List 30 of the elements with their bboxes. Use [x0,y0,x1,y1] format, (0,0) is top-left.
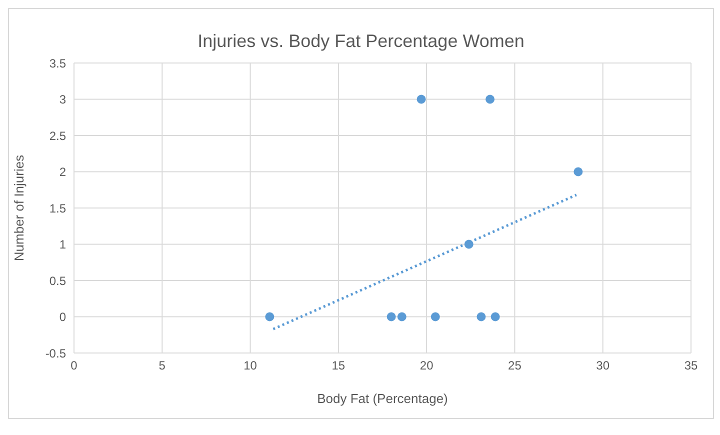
point [574,167,583,176]
x-tick-label: 15 [332,358,346,373]
x-tick-label: 25 [508,358,522,373]
y-tick-label: 2.5 [49,128,66,143]
y-tick-label: 1.5 [49,201,66,216]
x-tick-label: 35 [684,358,698,373]
point [464,240,474,249]
chart-title: Injuries vs. Body Fat Percentage Women [196,30,526,53]
point [265,312,274,322]
y-tick-label: 0.5 [49,274,66,288]
y-tick-label: 1 [59,238,66,252]
point [476,312,486,322]
x-tick-label: 20 [420,358,434,373]
point [490,312,500,322]
y-axis-title: Number of Injuries [12,154,27,262]
x-tick-label: 5 [158,358,166,373]
point [486,94,495,104]
point [430,312,440,322]
y-tick-label: 2 [59,165,66,180]
x-tick-label: 0 [70,358,78,373]
y-tick-label: 3 [59,92,66,107]
x-tick-label: 10 [244,358,258,373]
point [397,312,406,322]
point [416,94,426,104]
y-tick-label: 0 [59,310,66,324]
y-tick-label: 3.5 [49,56,66,70]
point [386,312,396,322]
x-axis-title: Body Fat (Percentage) [317,391,448,406]
y-tick-label: -0.5 [45,346,66,360]
x-tick-label: 30 [596,358,610,373]
